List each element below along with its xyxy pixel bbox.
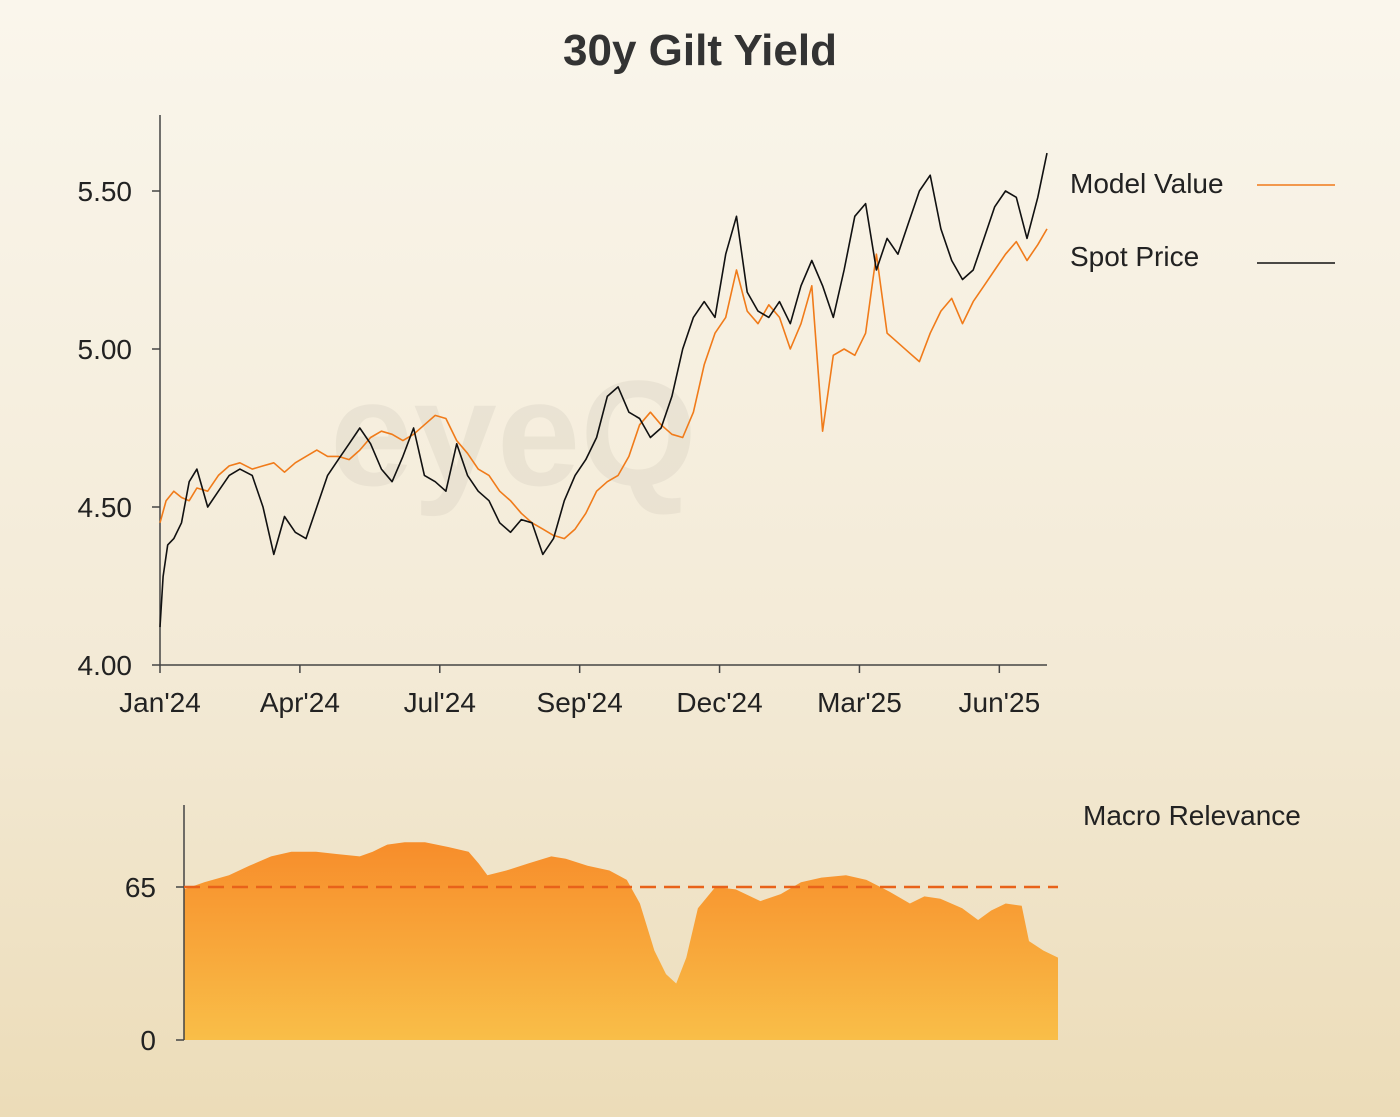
relevance-chart-axes: 0 65 [125, 805, 1058, 1056]
x-tick-label: Jun'25 [959, 687, 1041, 718]
x-tick-label: Dec'24 [676, 687, 762, 718]
y-tick-label: 5.50 [78, 176, 133, 207]
x-tick-label: Jul'24 [404, 687, 476, 718]
legend-label-spot: Spot Price [1070, 241, 1199, 272]
relevance-y-tick-label: 0 [140, 1025, 156, 1056]
y-tick-label: 5.00 [78, 334, 133, 365]
x-tick-label: Mar'25 [817, 687, 902, 718]
y-tick-label: 4.00 [78, 650, 133, 681]
model-value-line [159, 228, 1048, 540]
relevance-y-tick-label: 65 [125, 872, 156, 903]
macro-relevance-area [184, 842, 1058, 1040]
x-tick-label: Apr'24 [260, 687, 340, 718]
spot-price-line [159, 152, 1048, 628]
price-chart-axes: 4.00 4.50 5.00 5.50 Jan'24 Apr'24 Jul'24 Sep'24… [78, 115, 1047, 718]
legend-label-model: Model Value [1070, 168, 1224, 199]
legend: Model Value Spot Price [1070, 168, 1335, 272]
y-tick-label: 4.50 [78, 492, 133, 523]
relevance-chart-series [184, 842, 1058, 1040]
watermark-text: eyeQ [330, 349, 697, 517]
chart-title: 30y Gilt Yield [563, 26, 837, 75]
x-tick-label: Jan'24 [119, 687, 201, 718]
x-tick-label: Sep'24 [537, 687, 623, 718]
price-chart-series [159, 152, 1048, 628]
relevance-label: Macro Relevance [1083, 800, 1301, 831]
watermark-logo: eyeQ [330, 349, 697, 517]
